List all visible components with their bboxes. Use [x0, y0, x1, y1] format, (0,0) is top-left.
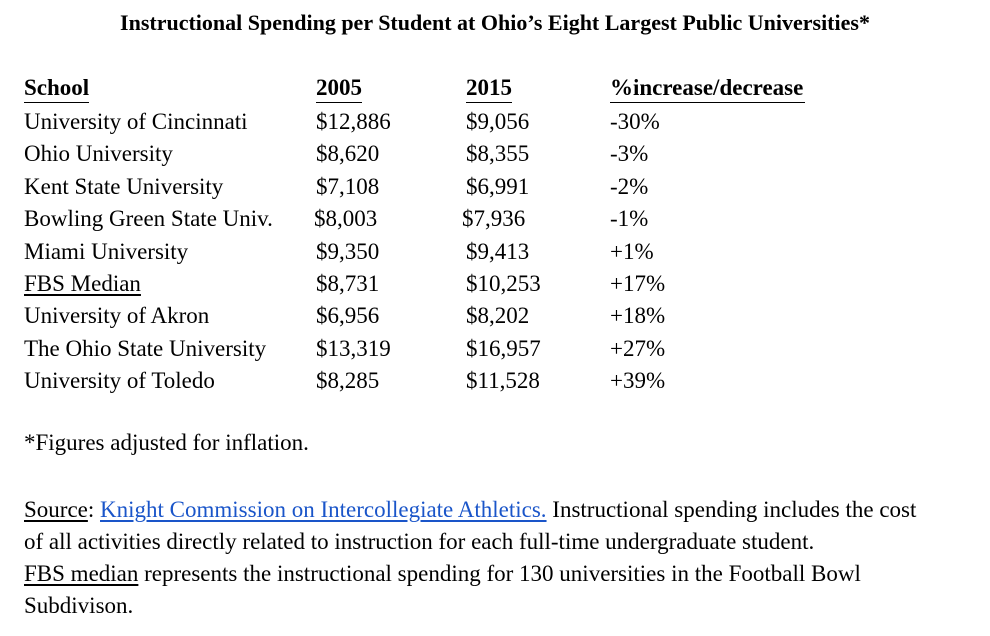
cell-2015: $8,202: [466, 303, 530, 329]
page-title: Instructional Spending per Student at Oh…: [120, 10, 870, 35]
cell-2015: $8,355: [466, 141, 530, 167]
source-line-4: Subdivison.: [24, 593, 134, 618]
fbs-description: represents the instructional spending fo…: [144, 561, 861, 586]
cell-2005: $8,620: [316, 141, 380, 167]
cell-2005: $12,886: [316, 109, 391, 134]
cell-2005: $8,285: [316, 368, 380, 394]
source-description: Instructional spending includes the cost: [552, 497, 917, 522]
source-label: Source: [24, 497, 88, 522]
cell-school: The Ohio State University: [24, 335, 267, 361]
cell-school: University of Cincinnati: [24, 109, 248, 134]
cell-2015: $9,413: [466, 238, 530, 264]
cell-change: -1%: [610, 206, 649, 232]
cell-school-fbs-median: FBS Median: [24, 270, 141, 296]
cell-change: -2%: [610, 173, 649, 199]
source-line-3: FBS median represents the instructional …: [24, 558, 979, 590]
cell-change: -3%: [610, 141, 649, 167]
cell-2005: $7,108: [316, 173, 380, 199]
header-2005: 2005: [316, 74, 362, 103]
source-paragraph: Source: Knight Commission on Intercolleg…: [24, 494, 979, 622]
cell-school: Bowling Green State Univ.: [24, 206, 273, 232]
cell-school: University of Toledo: [24, 368, 215, 394]
cell-2015: $16,957: [466, 335, 541, 361]
cell-2015: $10,253: [466, 270, 541, 296]
header-school: School: [24, 74, 90, 103]
cell-2005: $9,350: [316, 238, 380, 264]
cell-2005: $13,319: [316, 335, 391, 361]
cell-2015: $6,991: [466, 173, 530, 199]
cell-2005: $8,003: [314, 206, 378, 232]
cell-change: +18%: [610, 303, 666, 329]
source-line-2: of all activities directly related to in…: [24, 529, 815, 554]
cell-school: University of Akron: [24, 303, 210, 329]
cell-change: -30%: [610, 109, 660, 134]
cell-change: +39%: [610, 368, 666, 394]
cell-school: Miami University: [24, 238, 189, 264]
cell-change: +1%: [610, 238, 654, 264]
cell-school: Kent State University: [24, 173, 224, 199]
header-change: %increase/decrease: [610, 74, 806, 103]
cell-school: Ohio University: [24, 141, 173, 167]
cell-change: +27%: [610, 335, 666, 361]
cell-2005: $6,956: [316, 303, 380, 329]
header-2015: 2015: [466, 74, 512, 103]
fbs-median-label: FBS median: [24, 561, 139, 586]
cell-2005: $8,731: [316, 270, 380, 296]
source-line-1: Source: Knight Commission on Intercolleg…: [24, 494, 979, 526]
source-colon: :: [87, 497, 95, 522]
cell-2015: $11,528: [466, 368, 540, 394]
cell-2015: $9,056: [466, 109, 530, 134]
cell-change: +17%: [610, 270, 666, 296]
inflation-note: *Figures adjusted for inflation.: [24, 430, 309, 455]
cell-2015: $7,936: [462, 206, 526, 232]
knight-commission-link[interactable]: Knight Commission on Intercollegiate Ath…: [100, 497, 547, 522]
